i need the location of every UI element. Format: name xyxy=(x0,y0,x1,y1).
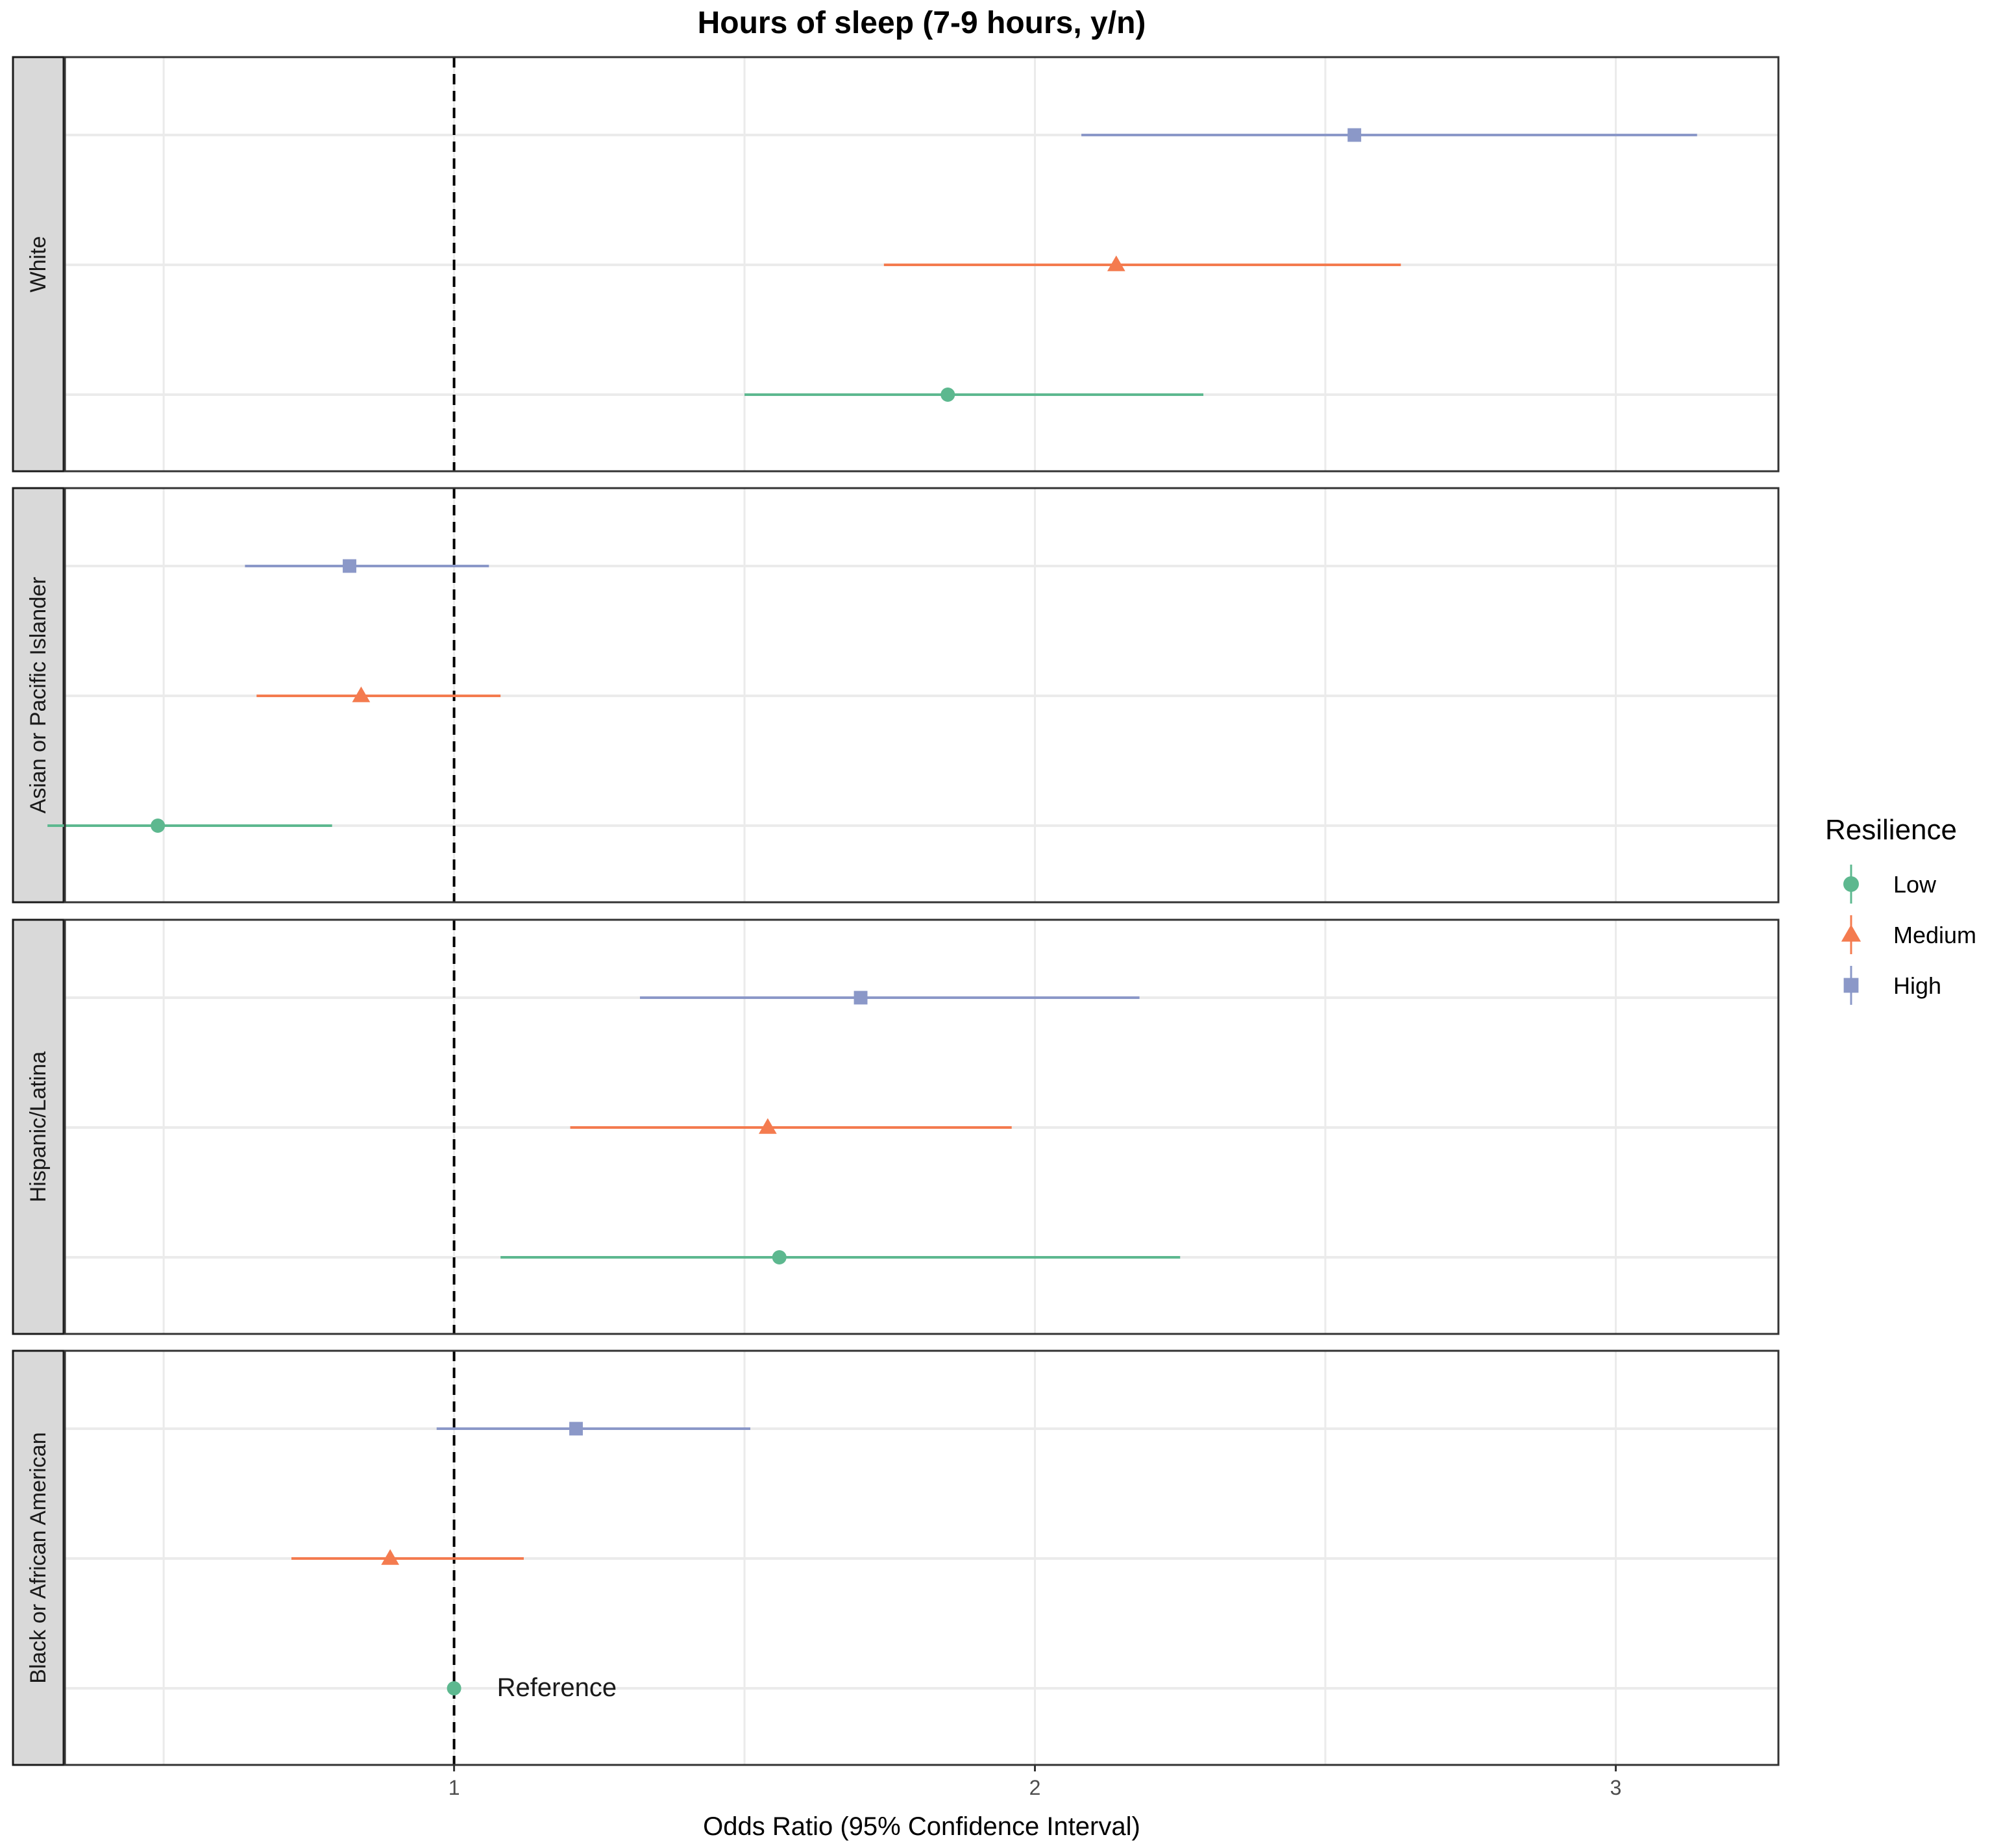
panel-border xyxy=(64,56,1780,473)
chart-title: Hours of sleep (7-9 hours, y/n) xyxy=(697,6,1146,40)
x-tick-label: 3 xyxy=(1610,1776,1622,1799)
legend-key-high xyxy=(1843,978,1859,993)
point-medium xyxy=(758,1118,777,1134)
point-medium xyxy=(381,1549,400,1565)
legend-key-medium xyxy=(1841,924,1861,942)
point-medium xyxy=(352,686,371,702)
panel-label: Black or African American xyxy=(26,1432,51,1683)
point-high xyxy=(569,1422,583,1436)
panel-label: White xyxy=(26,236,51,293)
panel-border xyxy=(64,1349,1780,1766)
panel-label: Hispanic/Latina xyxy=(26,1052,51,1203)
point-low xyxy=(447,1681,461,1695)
panel-border xyxy=(64,918,1780,1335)
legend-title: Resilience xyxy=(1825,814,1957,846)
point-high xyxy=(1347,128,1362,142)
x-axis-title: Odds Ratio (95% Confidence Interval) xyxy=(703,1812,1140,1841)
point-low xyxy=(772,1250,787,1264)
point-high xyxy=(854,991,868,1005)
legend-label-medium: Medium xyxy=(1893,922,1976,948)
panel-border xyxy=(64,487,1780,904)
panel-label: Asian or Pacific Islander xyxy=(26,577,51,814)
point-medium xyxy=(1107,255,1125,271)
point-annotation: Reference xyxy=(497,1673,617,1702)
point-low xyxy=(940,388,955,402)
point-high xyxy=(343,559,356,573)
panel-strip xyxy=(12,918,65,1335)
panel-strip xyxy=(12,1349,65,1766)
panel-strip xyxy=(12,56,65,473)
legend-key-low xyxy=(1843,876,1859,892)
x-tick-label: 2 xyxy=(1029,1776,1041,1799)
legend-label-low: Low xyxy=(1893,871,1937,898)
x-tick-label: 1 xyxy=(448,1776,460,1799)
legend-label-high: High xyxy=(1893,972,1941,999)
panel-strip xyxy=(12,487,65,904)
point-low xyxy=(151,819,166,833)
